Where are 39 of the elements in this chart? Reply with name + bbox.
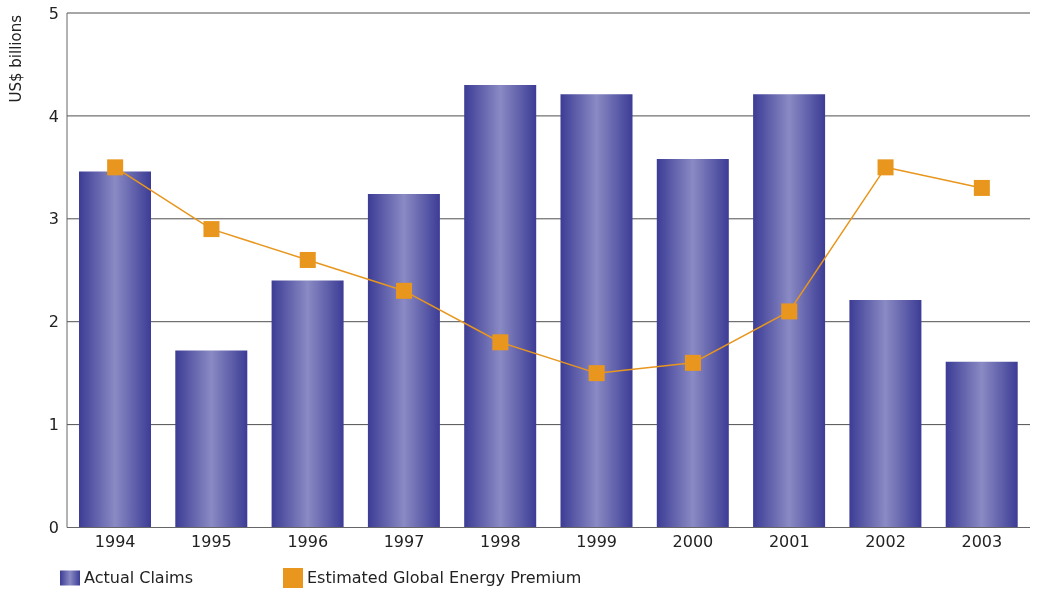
x-tick-label: 1997: [383, 531, 425, 551]
point: [973, 179, 990, 196]
y-tick-label: 0: [48, 518, 59, 538]
x-tick-label: 2001: [768, 531, 810, 551]
legend-label: Actual Claims: [84, 567, 193, 587]
point: [781, 303, 798, 320]
x-tick-label: 2003: [961, 531, 1003, 551]
legend-label: Estimated Global Energy Premium: [307, 567, 582, 587]
x-tick-label: 1999: [576, 531, 618, 551]
y-tick-label: 3: [48, 209, 59, 229]
bar: [464, 85, 537, 528]
bar: [560, 94, 633, 528]
point: [684, 354, 701, 371]
y-tick-label: 5: [48, 3, 59, 23]
y-axis-title: US$ billions: [6, 14, 25, 103]
point: [492, 334, 509, 351]
x-tick-label: 1995: [191, 531, 232, 551]
bar: [271, 280, 344, 528]
x-tick-label: 1998: [479, 531, 521, 551]
point: [396, 282, 413, 299]
point: [588, 365, 605, 382]
point: [203, 221, 220, 238]
bar: [79, 171, 151, 528]
point: [877, 159, 894, 176]
bar: [656, 159, 729, 528]
bar: [849, 300, 922, 528]
x-tick-label: 2000: [672, 531, 714, 551]
x-tick-label: 2002: [865, 531, 906, 551]
y-tick-label: 4: [48, 106, 59, 126]
x-tick-label: 1996: [287, 531, 329, 551]
bar: [175, 350, 248, 528]
x-tick-label: 1994: [94, 531, 136, 551]
point: [299, 251, 316, 268]
y-tick-label: 2: [48, 312, 59, 332]
bar: [753, 94, 826, 528]
point: [107, 159, 124, 176]
y-tick-label: 1: [48, 415, 59, 435]
bar: [945, 361, 1018, 528]
bar: [367, 194, 440, 528]
